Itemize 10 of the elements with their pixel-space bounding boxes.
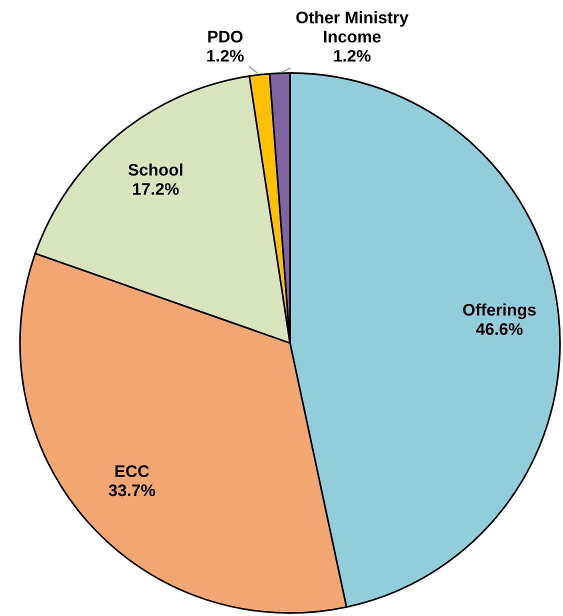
slice-label: Offerings [463, 303, 536, 320]
slice-label: Other Ministry Income [296, 11, 409, 43]
slice-label: School [128, 163, 182, 176]
data-label: 1.2% [334, 50, 371, 62]
data-label: 17.2% [133, 183, 179, 195]
slice-label: ECC [115, 465, 150, 478]
data-label: 46.6% [476, 323, 523, 335]
data-label: 33.7% [108, 484, 156, 496]
data-label: 1.2% [207, 50, 244, 62]
slice-label: PDO [208, 30, 243, 43]
